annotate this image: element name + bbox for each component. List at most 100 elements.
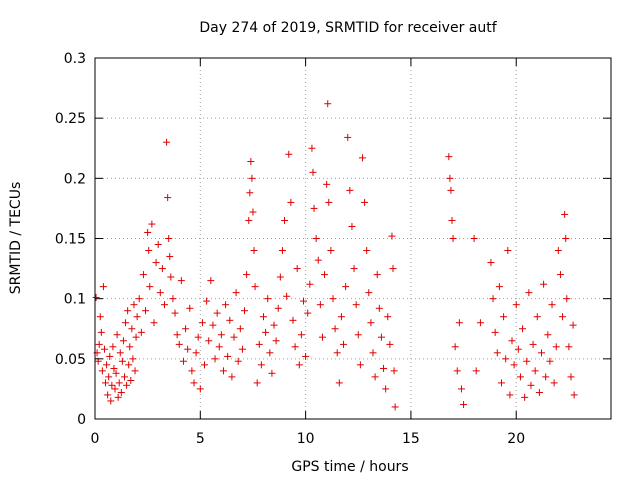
data-point [354, 331, 362, 339]
data-point [569, 321, 577, 329]
data-point [325, 198, 333, 206]
data-point [190, 379, 198, 387]
data-point [544, 331, 552, 339]
data-point [142, 307, 150, 315]
data-point [167, 273, 175, 281]
data-point [535, 389, 543, 397]
data-point [264, 295, 272, 303]
data-point [179, 357, 187, 365]
data-point [278, 247, 286, 255]
data-point [164, 194, 172, 202]
data-point [510, 361, 518, 369]
data-point [255, 340, 263, 348]
data-point [540, 280, 548, 288]
data-point [226, 316, 234, 324]
data-point [561, 210, 569, 218]
data-point [388, 232, 396, 240]
data-point [470, 235, 478, 242]
data-point [238, 345, 246, 353]
y-tick-label: 0.3 [64, 51, 86, 67]
data-point [272, 337, 280, 345]
data-point [504, 247, 512, 255]
data-point [107, 397, 115, 405]
data-point [559, 313, 567, 321]
data-point [120, 373, 128, 381]
data-point [533, 313, 541, 321]
data-point [219, 367, 227, 375]
data-point [276, 273, 284, 281]
data-point [123, 381, 131, 389]
data-point [198, 319, 206, 327]
data-point [253, 379, 261, 387]
data-point [570, 391, 578, 399]
data-point [108, 381, 116, 389]
data-point [447, 186, 455, 194]
data-point [119, 337, 127, 345]
data-point [266, 349, 274, 357]
data-point [389, 265, 397, 273]
data-point [304, 309, 312, 317]
data-point [274, 304, 282, 312]
data-point [283, 292, 291, 300]
data-point [268, 369, 276, 377]
data-point [309, 168, 317, 176]
y-tick-label: 0.1 [64, 292, 86, 308]
data-point [316, 301, 324, 309]
data-point [133, 313, 141, 321]
data-point [293, 265, 301, 273]
data-point [453, 367, 461, 375]
data-point [228, 373, 236, 381]
data-point [146, 283, 154, 291]
data-point [512, 301, 520, 309]
data-point [487, 259, 495, 267]
data-point [287, 198, 295, 206]
data-point [297, 331, 305, 339]
data-point [154, 241, 162, 249]
data-point [333, 349, 341, 357]
data-point [131, 367, 139, 375]
data-point [135, 295, 143, 303]
gridlines [95, 58, 611, 419]
data-point [508, 337, 516, 345]
data-point [350, 265, 358, 273]
data-point [165, 235, 173, 242]
data-point [455, 319, 463, 327]
data-point [329, 295, 337, 303]
data-point [448, 216, 456, 224]
data-point [247, 157, 255, 165]
data-point [369, 349, 377, 357]
data-point [310, 204, 318, 212]
data-point [531, 367, 539, 375]
data-point [110, 364, 118, 372]
data-point [386, 340, 394, 348]
data-point [245, 216, 253, 224]
data-point [302, 352, 310, 360]
data-point [105, 373, 113, 381]
chart-title: Day 274 of 2019, SRMTID for receiver aut… [199, 20, 497, 36]
data-point [95, 340, 103, 348]
data-point [144, 228, 152, 236]
data-point [169, 295, 177, 303]
data-point [209, 321, 217, 329]
data-point [122, 319, 130, 327]
data-point [116, 349, 124, 357]
data-point [152, 259, 160, 267]
data-point [445, 153, 453, 161]
data-point [337, 313, 345, 321]
data-point [321, 271, 329, 279]
data-point [361, 198, 369, 206]
data-point [314, 256, 322, 264]
data-point [194, 333, 202, 341]
data-point [472, 367, 480, 375]
data-point [102, 379, 110, 387]
data-point [548, 301, 556, 309]
data-point [156, 289, 164, 297]
data-point [565, 343, 573, 351]
data-point [113, 331, 121, 339]
data-point [390, 367, 398, 375]
data-point [546, 357, 554, 365]
data-point [117, 389, 125, 397]
data-point [514, 345, 522, 353]
data-point [145, 247, 153, 255]
data-point [124, 307, 132, 315]
